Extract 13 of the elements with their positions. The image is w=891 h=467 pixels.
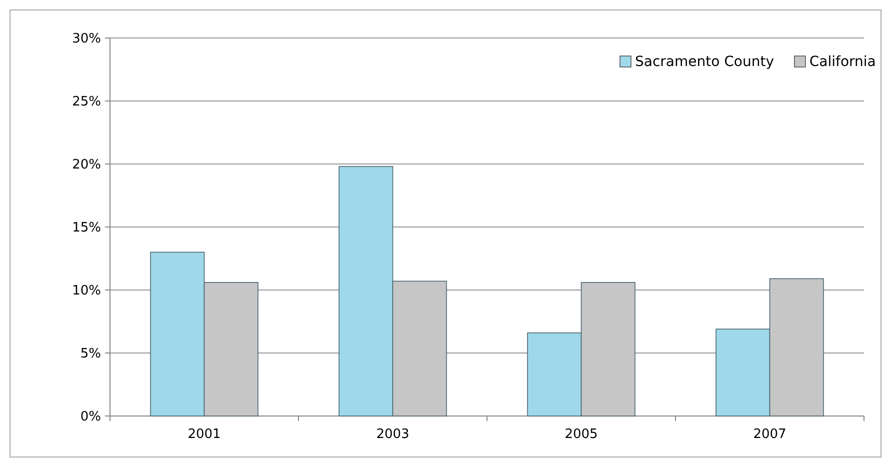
y-tick-label: 25% [72, 94, 101, 110]
legend-label: California [809, 54, 876, 70]
y-tick-label: 10% [72, 284, 101, 299]
y-tick-label: 15% [72, 220, 101, 236]
y-tick-label: 0% [80, 410, 101, 425]
x-tick-label: 2007 [753, 427, 786, 442]
x-tick-label: 2005 [564, 427, 598, 442]
x-tick-label: 2003 [376, 427, 410, 442]
x-tick-label: 2001 [188, 427, 221, 442]
legend-label: Sacramento County [635, 54, 774, 70]
y-tick-label: 30% [72, 32, 101, 47]
y-tick-label: 5% [80, 346, 101, 362]
y-tick-label: 20% [72, 158, 101, 173]
